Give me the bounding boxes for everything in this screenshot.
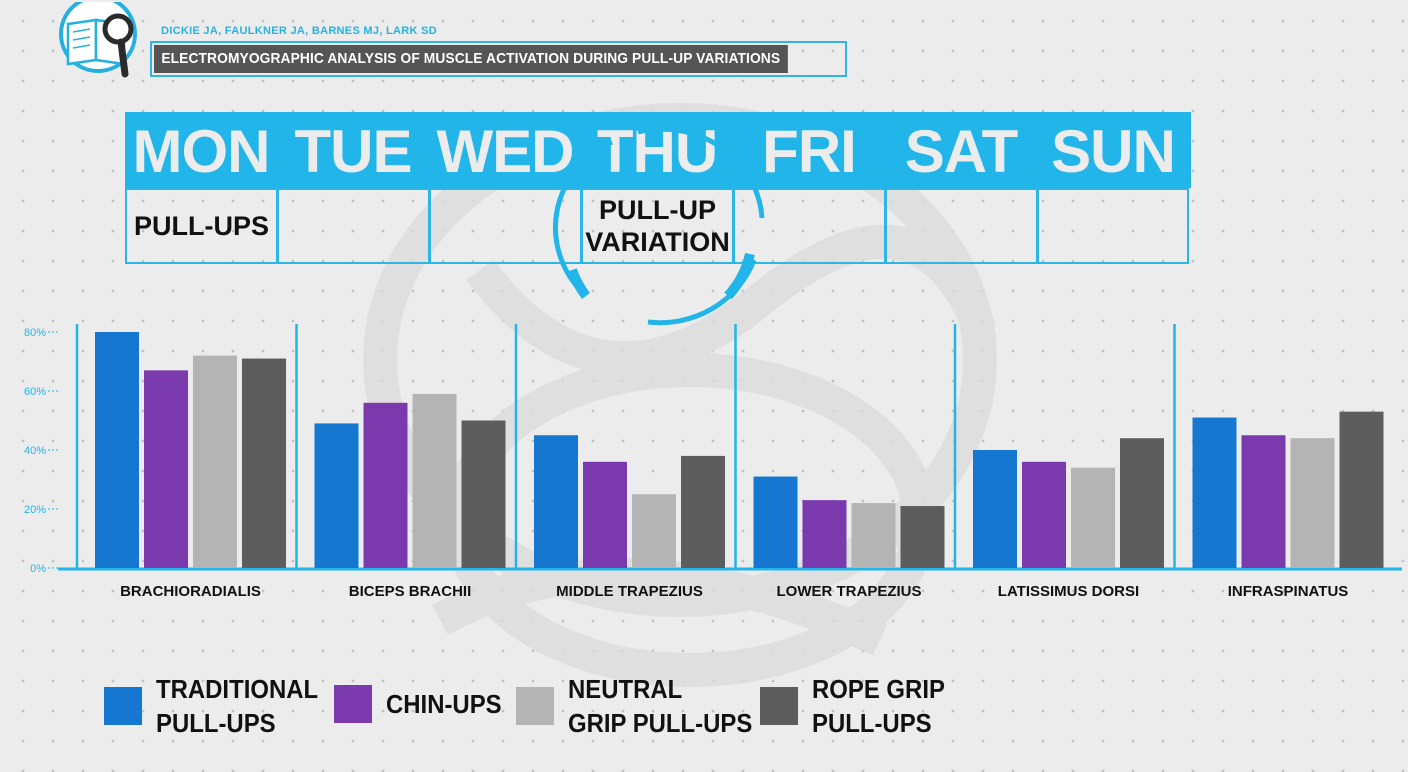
day-wed: WED bbox=[436, 118, 575, 185]
bar-traditional-pull-ups-biceps-brachii bbox=[314, 423, 359, 568]
bar-neutral-grip-pull-ups-latissimus-dorsi bbox=[1071, 467, 1115, 568]
category-label: LATISSIMUS DORSI bbox=[998, 583, 1139, 600]
bar-rope-grip-pull-ups-lower-trapezius bbox=[900, 506, 945, 568]
cell-fri bbox=[733, 188, 885, 264]
bar-traditional-pull-ups-lower-trapezius bbox=[753, 476, 798, 568]
study-authors: DICKIE JA, FAULKNER JA, BARNES MJ, LARK … bbox=[161, 25, 438, 37]
legend-rope-line-2: PULL-UPS bbox=[812, 708, 932, 738]
bar-chin-ups-biceps-brachii bbox=[363, 402, 408, 568]
book-magnifier-icon bbox=[59, 2, 137, 78]
bar-chin-ups-middle-trapezius bbox=[583, 461, 627, 568]
cell-wed bbox=[429, 188, 581, 264]
day-sat: SAT bbox=[904, 118, 1019, 185]
bar-rope-grip-pull-ups-biceps-brachii bbox=[461, 420, 506, 568]
bar-chin-ups-infraspinatus bbox=[1241, 435, 1286, 568]
legend-swatch-neutral bbox=[516, 687, 554, 725]
legend-neutral-line-2: GRIP PULL-UPS bbox=[568, 708, 753, 738]
legend-chin-line-1: CHIN-UPS bbox=[386, 689, 502, 719]
bar-neutral-grip-pull-ups-brachioradialis bbox=[193, 355, 237, 568]
legend-traditional-line-1: TRADITIONAL bbox=[156, 674, 319, 704]
cell-sat bbox=[885, 188, 1037, 264]
legend-chin: CHIN-UPS bbox=[334, 685, 512, 723]
category-label: LOWER TRAPEZIUS bbox=[777, 583, 922, 600]
study-title-box: ELECTROMYOGRAPHIC ANALYSIS OF MUSCLE ACT… bbox=[150, 41, 847, 77]
y-tick-label: 40% bbox=[24, 445, 46, 457]
bar-rope-grip-pull-ups-middle-trapezius bbox=[681, 455, 725, 568]
cell-sun bbox=[1037, 188, 1189, 264]
category-label: BICEPS BRACHII bbox=[349, 583, 472, 600]
bar-neutral-grip-pull-ups-infraspinatus bbox=[1290, 438, 1335, 568]
bar-traditional-pull-ups-latissimus-dorsi bbox=[973, 450, 1017, 568]
cell-mon: PULL-UPS bbox=[125, 188, 277, 264]
y-tick-label: 0% bbox=[30, 563, 46, 575]
bar-neutral-grip-pull-ups-biceps-brachii bbox=[412, 393, 457, 568]
legend-label-rope: ROPE GRIP PULL-UPS bbox=[812, 672, 945, 740]
legend-swatch-chin bbox=[334, 685, 372, 723]
cell-tue bbox=[277, 188, 429, 264]
bar-traditional-pull-ups-infraspinatus bbox=[1192, 417, 1237, 568]
schedule-row: PULL-UPS PULL-UP VARIATION bbox=[125, 188, 1191, 264]
y-tick-label: 80% bbox=[24, 327, 46, 339]
cell-thu-line-1: PULL-UP bbox=[599, 195, 716, 225]
day-sun: SUN bbox=[1051, 118, 1176, 185]
category-label: MIDDLE TRAPEZIUS bbox=[556, 583, 703, 600]
cell-thu-line-2: VARIATION bbox=[585, 227, 730, 257]
weekly-schedule: MON TUE WED THU FRI SAT SUN PULL-UPS PUL… bbox=[125, 112, 1191, 264]
bar-chin-ups-lower-trapezius bbox=[802, 500, 847, 568]
bar-chin-ups-latissimus-dorsi bbox=[1022, 461, 1066, 568]
bar-chin-ups-brachioradialis bbox=[144, 370, 188, 568]
bar-neutral-grip-pull-ups-middle-trapezius bbox=[632, 494, 676, 568]
legend-rope-line-1: ROPE GRIP bbox=[812, 674, 945, 704]
legend-neutral-line-1: NEUTRAL bbox=[568, 674, 683, 704]
legend-rope: ROPE GRIP PULL-UPS bbox=[760, 672, 956, 740]
y-tick-label: 60% bbox=[24, 386, 46, 398]
bar-neutral-grip-pull-ups-lower-trapezius bbox=[851, 503, 896, 568]
legend-swatch-traditional bbox=[104, 687, 142, 725]
legend-traditional: TRADITIONAL PULL-UPS bbox=[104, 672, 332, 740]
legend-label-neutral: NEUTRAL GRIP PULL-UPS bbox=[568, 672, 752, 740]
day-fri: FRI bbox=[762, 118, 857, 185]
bar-traditional-pull-ups-brachioradialis bbox=[95, 332, 139, 568]
day-tue: TUE bbox=[294, 118, 413, 185]
study-title: ELECTROMYOGRAPHIC ANALYSIS OF MUSCLE ACT… bbox=[154, 45, 788, 73]
weekday-header-row: MON TUE WED THU FRI SAT SUN bbox=[125, 112, 1191, 188]
bar-traditional-pull-ups-middle-trapezius bbox=[534, 435, 578, 568]
muscle-activation-chart: 0% 20% 40% 60% 80% BRACHIORADIALIS BICEPS BRAC… bbox=[24, 324, 1402, 600]
cell-mon-text: PULL-UPS bbox=[134, 211, 269, 241]
legend-label-chin: CHIN-UPS bbox=[386, 687, 502, 721]
day-thu: THU bbox=[596, 118, 718, 185]
cell-thu: PULL-UP VARIATION bbox=[581, 188, 733, 264]
bar-rope-grip-pull-ups-infraspinatus bbox=[1339, 411, 1384, 568]
category-label: INFRASPINATUS bbox=[1228, 583, 1349, 600]
legend-label-traditional: TRADITIONAL PULL-UPS bbox=[156, 672, 318, 740]
category-label: BRACHIORADIALIS bbox=[120, 583, 261, 600]
legend-traditional-line-2: PULL-UPS bbox=[156, 708, 276, 738]
day-mon: MON bbox=[132, 118, 271, 185]
bar-rope-grip-pull-ups-latissimus-dorsi bbox=[1120, 438, 1164, 568]
y-tick-label: 20% bbox=[24, 504, 46, 516]
legend-neutral: NEUTRAL GRIP PULL-UPS bbox=[516, 672, 768, 740]
legend-swatch-rope bbox=[760, 687, 798, 725]
bar-rope-grip-pull-ups-brachioradialis bbox=[242, 358, 286, 568]
